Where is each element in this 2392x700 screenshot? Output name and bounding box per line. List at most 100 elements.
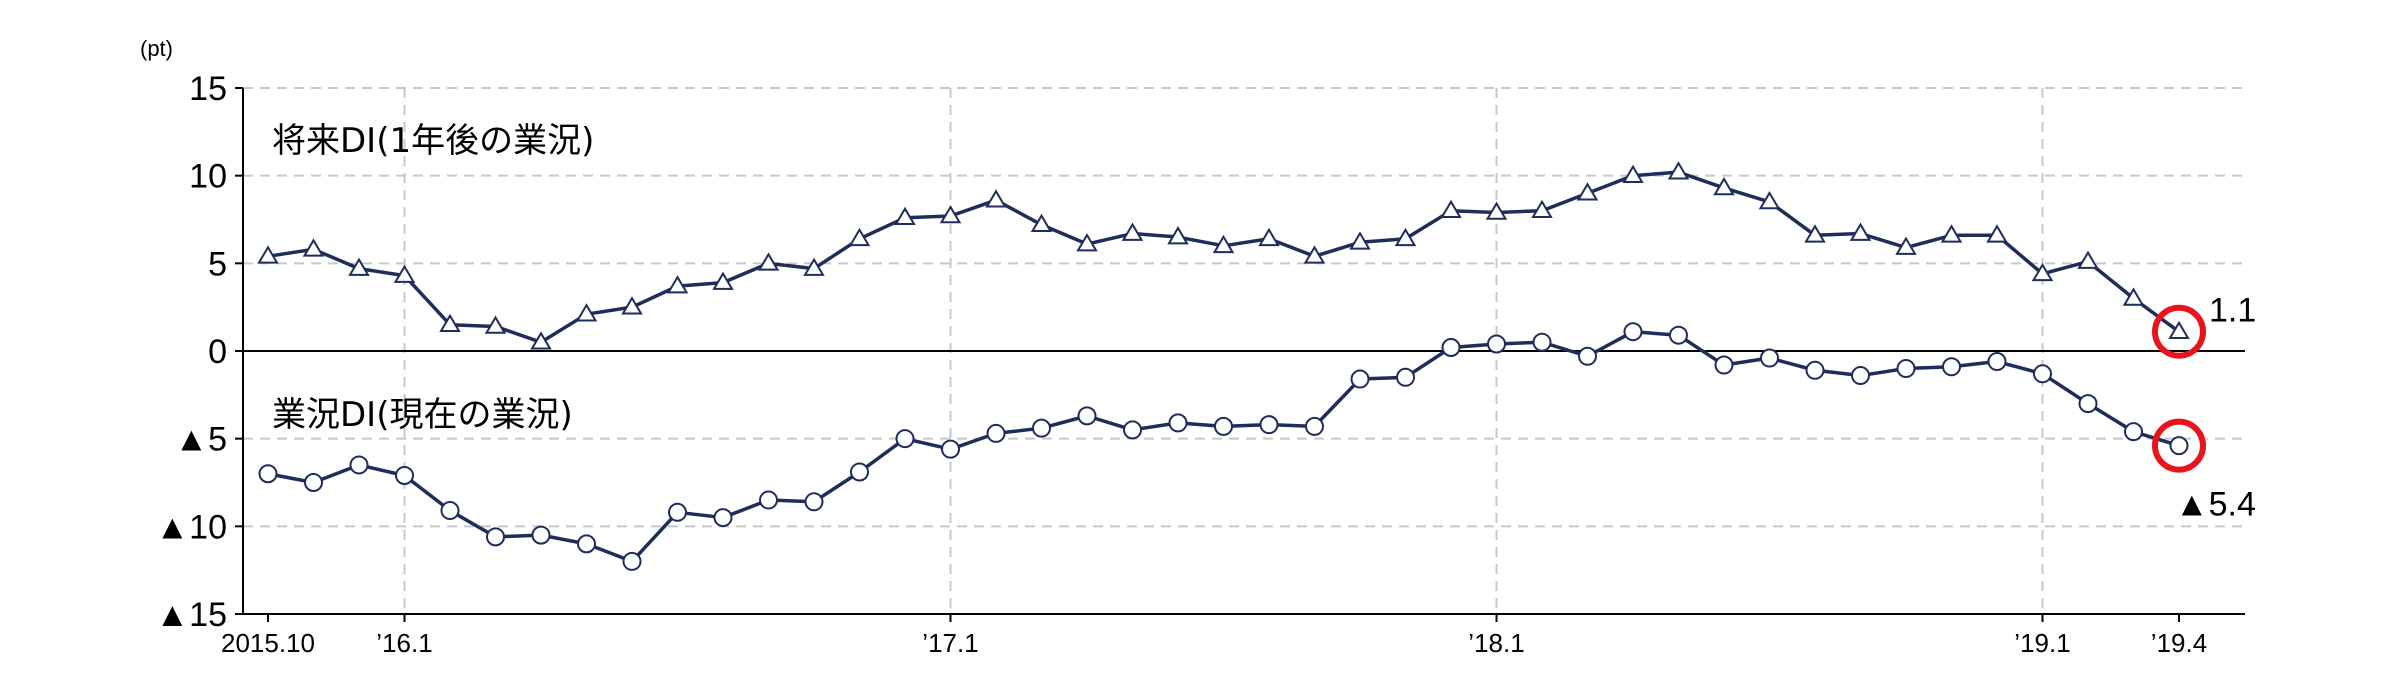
series-0: [257, 161, 2190, 350]
circle-point: [713, 508, 733, 528]
x-tick-label: ’19.1: [2014, 628, 2070, 658]
triangle-point: [1212, 234, 1235, 254]
circle-point: [1987, 352, 2007, 372]
triangle-point: [2168, 320, 2190, 340]
triangle-point: [1349, 231, 1371, 250]
circle-point: [1396, 367, 1415, 387]
triangle-point: [1667, 161, 1690, 180]
triangle-point: [1895, 236, 1917, 255]
x-tick-label: ’18.1: [1468, 628, 1524, 658]
triangle-point: [1713, 176, 1735, 196]
circle-point: [2033, 364, 2052, 384]
circle-point: [759, 490, 778, 510]
x-tick-label: 2015.10: [221, 628, 315, 658]
triangle-point: [1622, 164, 1644, 183]
triangle-point: [1258, 227, 1280, 247]
series-label-current-di: 業況DI(現在の業況): [272, 395, 573, 435]
circle-point: [2078, 394, 2098, 414]
circle-point: [1259, 415, 1279, 435]
triangle-point: [1849, 222, 1872, 241]
triangle-point: [2077, 250, 2099, 269]
triangle-point: [1576, 182, 1599, 201]
triangle-point: [985, 189, 1007, 208]
triangle-point: [1531, 199, 1553, 219]
circle-point: [486, 527, 505, 547]
circle-point: [577, 534, 596, 554]
triangle-point: [939, 205, 962, 224]
y-tick-label: 5: [208, 245, 227, 283]
y-tick-label: 15: [189, 70, 227, 108]
circle-point: [1623, 322, 1643, 342]
circle-point: [1942, 357, 1961, 377]
triangle-point: [575, 303, 598, 322]
y-tick-label: ▲5: [174, 421, 227, 459]
circle-point: [2124, 422, 2143, 442]
triangle-point: [666, 275, 689, 294]
series-1: [258, 322, 2189, 571]
y-unit-label: (pt): [140, 36, 173, 61]
circle-point: [258, 464, 278, 484]
circle-point: [1032, 418, 1051, 438]
circle-point: [1305, 416, 1324, 436]
y-axis-ticks: 15 10 5 0 ▲5 ▲10 ▲15: [156, 70, 243, 634]
circle-point: [1896, 359, 1916, 379]
triangle-point: [1804, 224, 1826, 243]
end-value-label-future-di: 1.1: [2209, 292, 2256, 330]
circle-point: [622, 551, 642, 571]
circle-point: [395, 465, 414, 485]
circle-point: [1077, 406, 1097, 426]
triangle-point: [1303, 245, 1326, 264]
circle-point: [531, 525, 551, 545]
circle-point: [895, 429, 915, 449]
circle-point: [304, 473, 323, 492]
circle-point: [1714, 355, 1734, 375]
highlight-circle: [2152, 304, 2206, 359]
circle-point: [1168, 413, 1188, 433]
series: [257, 161, 2190, 571]
x-tick-label: ’17.1: [922, 628, 978, 658]
circle-point: [1532, 332, 1552, 352]
triangle-point: [712, 271, 734, 290]
triangle-point: [484, 315, 507, 334]
triangle-point: [439, 313, 461, 332]
circle-point: [804, 492, 824, 512]
circle-point: [668, 502, 687, 522]
triangle-point: [757, 252, 780, 271]
series-line: [267, 170, 2181, 344]
triangle-point: [257, 245, 279, 264]
circle-point: [440, 501, 460, 521]
circle-point: [986, 423, 1006, 443]
x-axis-ticks: 2015.10 ’16.1 ’17.1 ’18.1 ’19.1 ’19.4: [221, 614, 2207, 658]
circle-point: [2169, 436, 2189, 456]
circle-point: [1487, 334, 1506, 354]
triangle-point: [393, 264, 416, 283]
end-value-label-current-di: ▲5.4: [2175, 486, 2256, 524]
triangle-point: [803, 257, 825, 276]
circle-point: [941, 439, 960, 459]
triangle-point: [302, 238, 325, 257]
triangle-point: [1076, 233, 1098, 252]
triangle-point: [1030, 213, 1053, 233]
circle-point: [1760, 348, 1779, 368]
series-label-future-di: 将来DI(1年後の業況): [272, 121, 594, 161]
triangle-point: [1440, 199, 1462, 219]
triangle-point: [848, 227, 871, 247]
circle-point: [1214, 416, 1233, 436]
highlight-circles: [2152, 304, 2206, 473]
triangle-point: [2031, 262, 2054, 282]
circle-point: [349, 455, 369, 475]
circle-point: [1578, 346, 1597, 366]
triangle-point: [621, 296, 643, 315]
y-tick-label: ▲15: [156, 596, 227, 634]
y-tick-label: 10: [189, 158, 227, 196]
y-tick-label: 0: [208, 333, 227, 371]
circle-point: [1441, 337, 1461, 357]
circle-point: [1123, 420, 1142, 440]
triangle-point: [1394, 227, 1417, 247]
circle-point: [1851, 366, 1870, 386]
triangle-point: [348, 257, 370, 276]
highlight-circle: [2152, 418, 2206, 473]
triangle-point: [530, 331, 552, 350]
triangle-point: [1986, 224, 2008, 243]
